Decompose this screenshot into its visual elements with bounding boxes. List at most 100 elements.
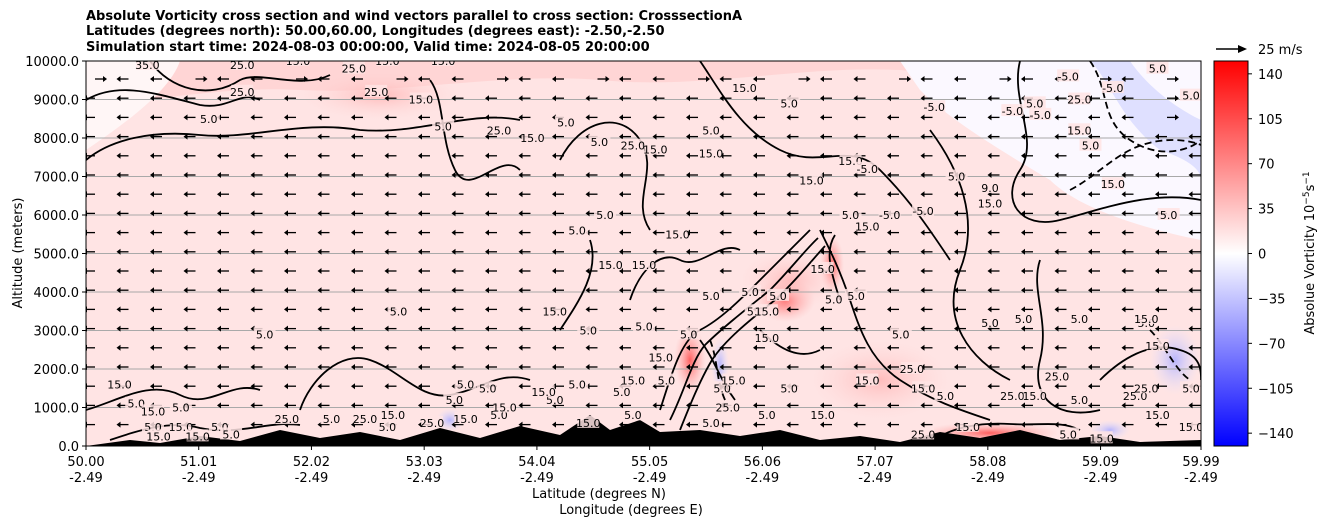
wind-vector: [853, 191, 866, 198]
wind-vector-head: [1021, 268, 1025, 274]
wind-vector: [719, 229, 732, 236]
wind-vector-head: [183, 133, 188, 140]
contour-label-bg: [633, 319, 656, 332]
contour-label-text: 5.0: [434, 120, 452, 133]
contour-label-bg: [856, 219, 879, 232]
contour-label: 5.0: [588, 134, 611, 149]
contour-label: 25.0: [621, 138, 645, 153]
wind-vector-head: [485, 248, 489, 255]
wind-vector-head: [183, 344, 188, 351]
contour-label-bg: [454, 377, 477, 390]
wind-vector: [284, 306, 296, 313]
contour-label-bg: [1146, 408, 1169, 421]
wind-vector-head: [1054, 191, 1059, 198]
wind-vector: [116, 152, 129, 159]
wind-vector: [1121, 210, 1134, 217]
wind-vector-head: [806, 76, 811, 82]
wind-vector-head: [920, 152, 925, 159]
x-axis-label-line-1: Latitude (degrees N): [532, 487, 666, 502]
wind-vector-head: [485, 421, 489, 428]
wind-vector: [217, 268, 229, 274]
wind-vector: [317, 364, 330, 370]
wind-vector-head: [1054, 152, 1059, 159]
wind-vector: [619, 421, 631, 428]
wind-vector: [217, 344, 229, 351]
wind-vector: [719, 191, 732, 198]
contour-label: 5.0: [253, 327, 276, 341]
wind-vector: [217, 172, 229, 178]
contour-label-text: 15.0: [699, 147, 724, 160]
wind-vector: [619, 364, 631, 370]
wind-vector-head: [250, 210, 255, 217]
wind-vector: [887, 172, 899, 178]
wind-vector-head: [552, 421, 556, 428]
contour-line: [109, 423, 301, 441]
wind-vector: [954, 191, 966, 198]
wind-vector-head: [217, 152, 221, 159]
contour-label-bg: [649, 350, 672, 363]
wind-vector-head: [954, 383, 958, 390]
wind-vector-head: [1188, 248, 1193, 255]
contour-label-text: 15.0: [141, 405, 166, 418]
contour-label-bg: [220, 427, 243, 440]
contour-label-text: 25.0: [1000, 390, 1025, 403]
contour-label-bg: [432, 119, 455, 132]
wind-vector-head: [1155, 133, 1159, 140]
contour-label-text: 35.0: [135, 59, 160, 72]
chart-title-line-1: Absolute Vorticity cross section and win…: [86, 9, 743, 24]
wind-vector: [786, 306, 799, 313]
wind-vector: [652, 344, 665, 351]
wind-vector: [317, 287, 330, 294]
wind-vector: [753, 95, 765, 102]
contour-label: 5.0: [778, 96, 801, 110]
contour-label-bg: [1012, 311, 1035, 324]
wind-vector: [999, 76, 1012, 82]
wind-vector-head: [250, 172, 255, 178]
wind-vector: [150, 133, 162, 140]
wind-vector-head: [1121, 229, 1126, 236]
wind-vector-head: [820, 325, 824, 332]
wind-vector-head: [1155, 306, 1159, 313]
wind-vector-head: [518, 114, 523, 121]
wind-vector-head: [887, 421, 891, 428]
wind-vector: [786, 191, 799, 198]
x-tick-label-lon: -2.49: [182, 471, 216, 486]
wind-vector-head: [753, 76, 757, 82]
wind-vector: [719, 95, 732, 102]
wind-vector: [317, 76, 330, 82]
wind-vector-head: [351, 383, 355, 390]
wind-vector: [1054, 306, 1067, 313]
wind-vector-head: [619, 95, 623, 102]
wind-vector-head: [150, 364, 154, 370]
wind-vector: [518, 344, 531, 351]
wind-vector-head: [954, 364, 958, 370]
wind-vector-head: [518, 421, 523, 428]
contour-label-text: -5.0: [924, 101, 945, 114]
wind-vector: [351, 76, 363, 82]
contour-label-text: 5.0: [758, 409, 776, 422]
wind-vector: [798, 76, 811, 82]
wind-vector-head: [451, 95, 456, 102]
contour-label-text: 15.0: [598, 259, 623, 272]
wind-vector-head: [384, 95, 389, 102]
wind-vector-head: [317, 229, 322, 236]
wind-vector-head: [920, 325, 925, 332]
wind-vector: [317, 325, 330, 332]
wind-vector: [552, 325, 564, 332]
wind-vector-head: [116, 287, 121, 294]
wind-vector: [384, 95, 397, 102]
wind-vector-head: [954, 76, 958, 82]
wind-vector-head: [887, 287, 891, 294]
wind-vector: [183, 152, 196, 159]
wind-vector-head: [116, 268, 121, 274]
x-tick-label-lon: -2.49: [407, 471, 441, 486]
wind-vector: [887, 229, 899, 236]
wind-vector: [786, 344, 799, 351]
wind-vector-head: [954, 191, 958, 198]
wind-vector-head: [652, 114, 657, 121]
wind-vector: [183, 114, 196, 121]
wind-vector-head: [1088, 325, 1092, 332]
contour-label-bg: [420, 415, 443, 428]
wind-vector: [786, 248, 799, 255]
